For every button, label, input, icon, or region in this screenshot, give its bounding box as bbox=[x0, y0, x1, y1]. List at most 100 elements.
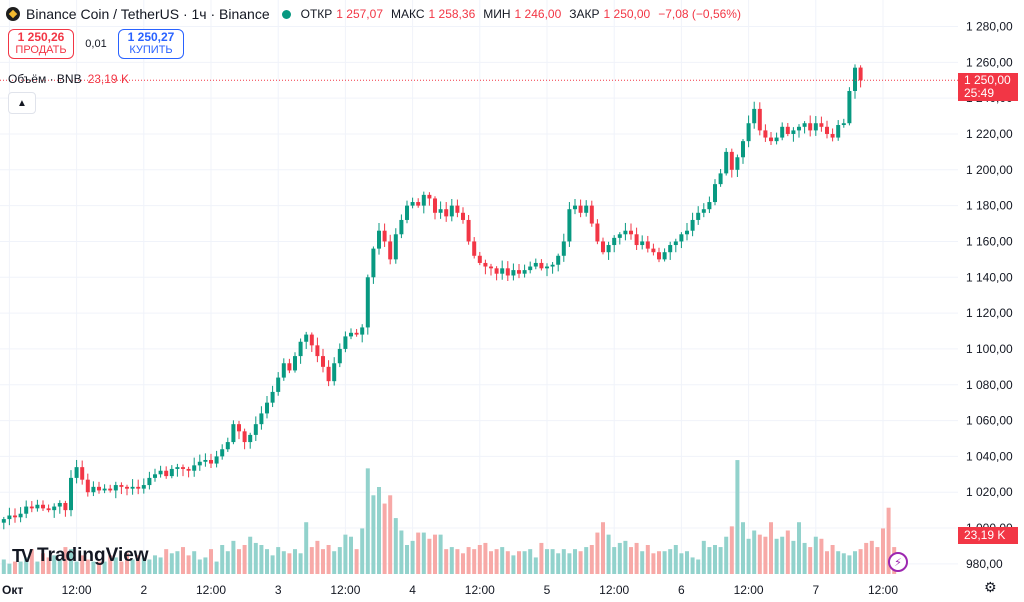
symbol-title[interactable]: Binance Coin / TetherUS · 1ч · Binance bbox=[26, 6, 270, 22]
volume-legend-value: 23,19 K bbox=[87, 72, 129, 86]
candle bbox=[472, 241, 477, 256]
volume-bar bbox=[556, 553, 561, 574]
volume-bar bbox=[561, 549, 566, 574]
candle bbox=[858, 67, 863, 81]
y-tick-label: 1 120,00 bbox=[966, 306, 1013, 320]
volume-bar bbox=[869, 540, 874, 574]
volume-bar bbox=[57, 559, 62, 574]
volume-bar bbox=[718, 547, 723, 574]
sell-label: ПРОДАТЬ bbox=[15, 44, 67, 56]
volume-bar bbox=[500, 547, 505, 574]
candle bbox=[444, 209, 449, 217]
candle bbox=[819, 123, 824, 127]
lightning-icon[interactable]: ⚡ bbox=[888, 552, 908, 572]
x-tick-label: 2 bbox=[140, 583, 147, 597]
candle bbox=[769, 137, 773, 142]
volume-bar bbox=[175, 551, 180, 574]
volume-bar bbox=[125, 553, 129, 574]
candle bbox=[388, 241, 393, 260]
candle bbox=[63, 502, 68, 511]
x-tick-label: 3 bbox=[275, 583, 282, 597]
volume-bar bbox=[511, 555, 516, 574]
volume-bar bbox=[181, 547, 185, 574]
candle bbox=[41, 504, 45, 509]
volume-bar bbox=[85, 559, 90, 574]
candle bbox=[830, 133, 835, 138]
volume-bar bbox=[270, 555, 275, 574]
candle bbox=[309, 334, 314, 346]
candle bbox=[13, 515, 17, 518]
candle bbox=[52, 506, 57, 511]
volume-bar bbox=[377, 487, 381, 574]
volume-bar bbox=[113, 557, 118, 574]
volume-bar bbox=[545, 549, 549, 574]
collapse-legend-button[interactable]: ▲ bbox=[8, 92, 36, 114]
sell-button[interactable]: 1 250,26 ПРОДАТЬ bbox=[8, 29, 74, 59]
candle bbox=[326, 366, 331, 382]
candle bbox=[377, 230, 381, 249]
settings-gear-icon[interactable]: ⚙ bbox=[984, 579, 997, 595]
close-value: 1 250,00 bbox=[603, 7, 651, 21]
candle bbox=[791, 130, 796, 134]
x-tick-label: 12:00 bbox=[599, 583, 629, 597]
tradingview-logo[interactable]: TV TradingView bbox=[12, 545, 149, 567]
candle bbox=[533, 262, 538, 267]
volume-bar bbox=[477, 545, 482, 574]
candle bbox=[517, 270, 521, 274]
volume-bar bbox=[808, 547, 813, 574]
y-tick-label: 1 260,00 bbox=[966, 55, 1013, 69]
volume-bar bbox=[141, 557, 146, 574]
candle bbox=[203, 459, 208, 462]
volume-bar bbox=[259, 545, 264, 574]
volume-bar bbox=[41, 553, 45, 574]
buy-button[interactable]: 1 250,27 КУПИТЬ bbox=[118, 29, 184, 59]
candle bbox=[489, 266, 493, 269]
candle bbox=[724, 151, 729, 174]
candle bbox=[696, 212, 701, 220]
candle bbox=[214, 456, 219, 464]
close-label: ЗАКР bbox=[569, 7, 600, 21]
volume-bar bbox=[735, 460, 740, 574]
candle bbox=[841, 123, 846, 126]
volume-bar bbox=[349, 536, 353, 574]
candle bbox=[164, 470, 169, 477]
candle bbox=[567, 209, 572, 242]
candle bbox=[130, 486, 135, 489]
candle bbox=[360, 327, 365, 335]
volume-bar bbox=[601, 522, 605, 574]
volume-legend[interactable]: Объём · BNB 23,19 K bbox=[8, 72, 129, 86]
volume-bar bbox=[421, 532, 426, 574]
candle bbox=[556, 255, 561, 265]
candle bbox=[617, 234, 622, 238]
candle bbox=[35, 504, 40, 509]
volume-bar bbox=[444, 549, 449, 574]
candle bbox=[645, 241, 650, 249]
y-tick-label: 1 180,00 bbox=[966, 199, 1013, 213]
candle bbox=[293, 356, 297, 371]
x-tick-label: 12:00 bbox=[465, 583, 495, 597]
buy-price: 1 250,27 bbox=[127, 30, 175, 44]
candle bbox=[785, 126, 790, 134]
candle bbox=[382, 230, 387, 242]
y-tick-label: 1 220,00 bbox=[966, 127, 1013, 141]
y-tick-label: 1 020,00 bbox=[966, 485, 1013, 499]
candle bbox=[427, 194, 432, 199]
candle bbox=[365, 277, 370, 328]
candle bbox=[505, 268, 510, 276]
x-tick-label: Окт bbox=[2, 583, 23, 597]
candle bbox=[29, 506, 34, 509]
bar-countdown: 25:49 bbox=[964, 86, 995, 100]
y-tick-label: 1 200,00 bbox=[966, 163, 1013, 177]
volume-bar bbox=[629, 547, 633, 574]
ohlc-values: ОТКР 1 257,07 МАКС 1 258,36 МИН 1 246,00… bbox=[301, 7, 745, 21]
volume-bar bbox=[74, 561, 79, 574]
volume-bar bbox=[52, 555, 57, 574]
volume-bar bbox=[685, 551, 689, 574]
candle bbox=[494, 268, 499, 274]
candle bbox=[421, 194, 426, 206]
volume-bar bbox=[220, 545, 225, 574]
volume-bar bbox=[321, 549, 325, 574]
y-tick-label: 1 100,00 bbox=[966, 342, 1013, 356]
candle bbox=[629, 230, 633, 235]
